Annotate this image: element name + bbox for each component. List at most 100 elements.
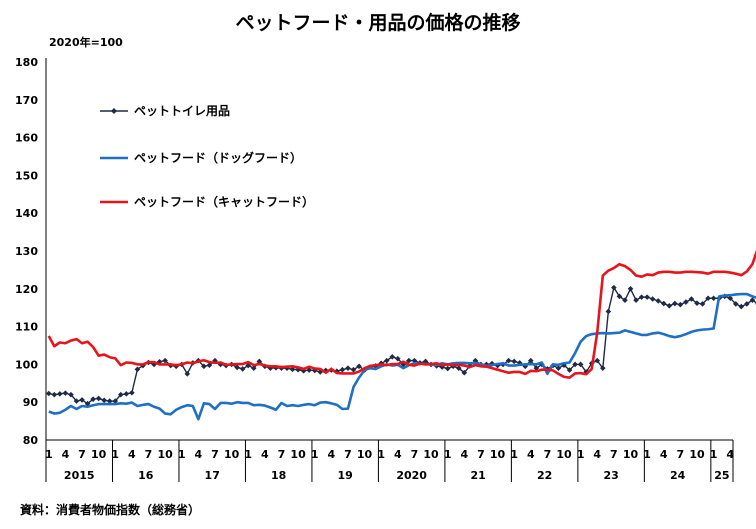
source-note: 資料：消費者物価指数（総務省） (20, 503, 201, 517)
x-month-label: 1 (178, 448, 186, 461)
x-month-label: 7 (78, 448, 86, 461)
data-point-marker (511, 358, 517, 365)
y-tick-label: 100 (15, 358, 38, 371)
x-month-label: 4 (327, 448, 335, 461)
data-point-marker (461, 369, 468, 376)
x-month-label: 4 (62, 448, 70, 461)
x-month-label: 1 (710, 448, 718, 461)
data-point-marker (683, 299, 689, 305)
data-point-marker (577, 361, 584, 368)
x-month-label: 10 (556, 448, 572, 461)
x-month-label: 4 (128, 448, 136, 461)
y-tick-label: 180 (15, 56, 38, 69)
x-month-label: 1 (510, 448, 518, 461)
data-point-marker (239, 366, 246, 372)
data-point-marker (339, 366, 346, 373)
data-point-marker (201, 363, 207, 370)
data-point-marker (660, 300, 667, 307)
unit-note: 2020年=100 (49, 36, 123, 49)
data-point-marker (732, 301, 739, 307)
data-point-marker (383, 357, 390, 364)
x-month-label: 1 (45, 448, 53, 461)
y-tick-label: 90 (23, 396, 39, 409)
x-month-label: 10 (623, 448, 639, 461)
x-year-label: 16 (138, 469, 154, 482)
legend-label: ペットトイレ用品 (134, 104, 230, 118)
data-point-marker (106, 398, 113, 404)
data-point-marker (411, 357, 418, 364)
x-month-label: 4 (593, 448, 601, 461)
data-point-marker (289, 366, 296, 373)
data-point-marker (217, 361, 224, 368)
data-point-marker (616, 293, 623, 300)
x-month-label: 10 (490, 448, 506, 461)
data-point-marker (51, 391, 58, 398)
x-month-label: 10 (157, 448, 173, 461)
data-point-marker (73, 398, 80, 404)
y-tick-label: 150 (15, 169, 38, 182)
x-month-label: 10 (224, 448, 240, 461)
x-year-label: 18 (271, 469, 286, 482)
data-point-marker (688, 296, 695, 302)
data-point-marker (156, 358, 163, 365)
data-point-marker (112, 398, 119, 404)
data-point-marker (710, 295, 717, 302)
data-point-marker (749, 297, 756, 303)
x-month-label: 4 (460, 448, 468, 461)
data-point-marker (566, 367, 573, 373)
data-point-marker (389, 354, 396, 360)
x-month-label: 1 (643, 448, 651, 461)
x-month-label: 4 (195, 448, 203, 461)
x-year-label: 21 (470, 469, 485, 482)
x-month-label: 4 (660, 448, 668, 461)
data-point-marker (505, 357, 512, 364)
legend-label: ペットフード（ドッグフード） (134, 150, 302, 165)
x-month-label: 1 (111, 448, 119, 461)
series-line (48, 286, 756, 405)
x-month-label: 7 (278, 448, 286, 461)
x-month-label: 7 (344, 448, 352, 461)
x-month-label: 4 (394, 448, 402, 461)
data-point-marker (744, 301, 750, 307)
data-point-marker (672, 300, 678, 307)
data-point-marker (395, 355, 401, 362)
data-point-marker (129, 389, 135, 396)
data-point-marker (455, 365, 462, 371)
data-point-marker (483, 361, 490, 368)
x-month-label: 10 (357, 448, 373, 461)
y-tick-label: 160 (15, 132, 38, 145)
data-point-marker (62, 390, 69, 396)
x-year-label: 22 (537, 469, 552, 482)
x-year-label: 23 (603, 469, 618, 482)
axes (45, 58, 734, 482)
data-point-marker (162, 357, 168, 364)
x-month-label: 10 (290, 448, 306, 461)
x-month-label: 10 (689, 448, 705, 461)
x-month-label: 1 (577, 448, 585, 461)
y-tick-label: 170 (15, 94, 38, 107)
data-point-marker (101, 397, 107, 404)
x-month-label: 1 (444, 448, 452, 461)
x-year-label: 2015 (64, 469, 95, 482)
data-point-marker (738, 303, 745, 310)
data-point-marker (212, 357, 218, 364)
data-point-marker (123, 391, 130, 397)
data-point-marker (406, 357, 412, 364)
y-tick-label: 120 (15, 283, 38, 296)
data-point-marker (705, 295, 711, 302)
data-point-marker (250, 365, 257, 371)
series-line (47, 249, 756, 379)
x-month-label: 7 (211, 448, 219, 461)
x-month-label: 10 (423, 448, 439, 461)
data-point-marker (594, 357, 601, 364)
x-month-label: 4 (527, 448, 535, 461)
legend-marker (111, 108, 117, 114)
data-point-marker (45, 390, 52, 397)
data-point-marker (622, 297, 628, 303)
data-point-marker (677, 301, 684, 308)
x-year-label: 25 (714, 469, 729, 482)
data-point-marker (57, 391, 63, 397)
data-point-marker (611, 284, 617, 291)
